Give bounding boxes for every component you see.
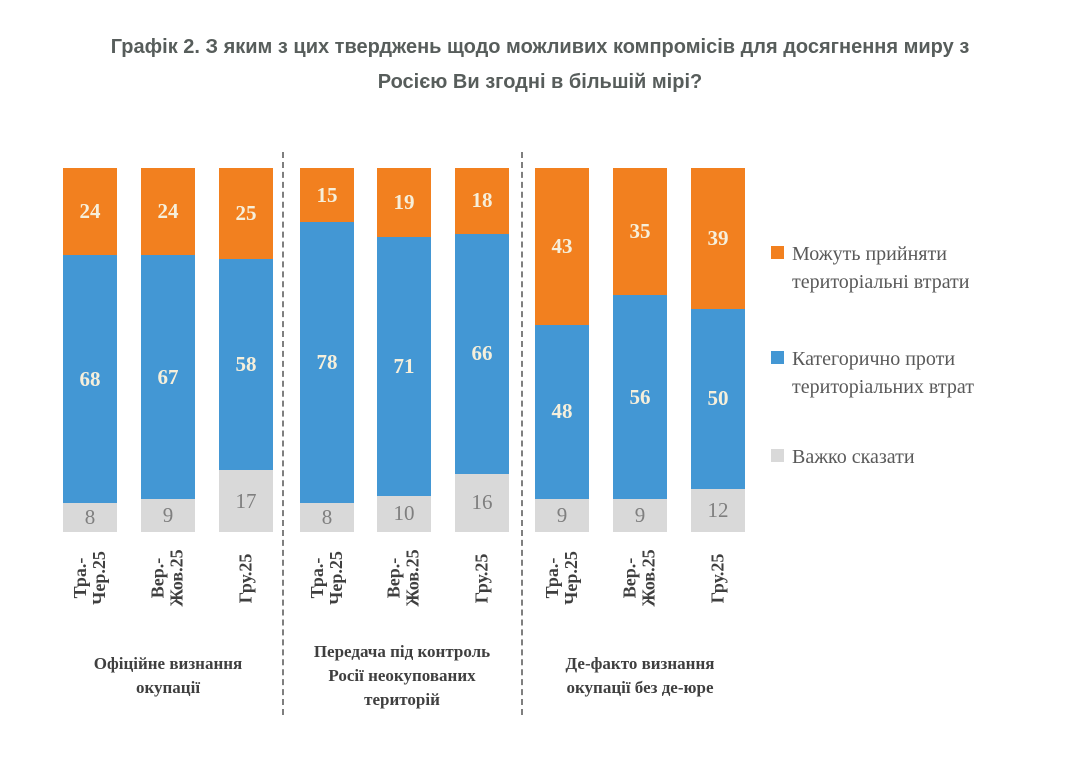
bar-segment-hard-to-say: 9 bbox=[613, 499, 667, 532]
bar-segment-accept: 18 bbox=[455, 168, 509, 234]
segment-value-label: 17 bbox=[235, 488, 257, 513]
bar-segment-accept: 24 bbox=[63, 168, 117, 256]
group-label: Передача під контроль Росії неокупованих… bbox=[313, 642, 491, 709]
bar-segment-hard-to-say: 8 bbox=[300, 503, 354, 532]
segment-value-label: 68 bbox=[79, 366, 101, 391]
bar-segment-accept: 35 bbox=[613, 168, 667, 296]
segment-value-label: 8 bbox=[321, 505, 333, 530]
segment-value-label: 9 bbox=[634, 503, 646, 528]
bar-segment-against: 50 bbox=[691, 308, 745, 489]
group-label: Офіційне визнання окупації bbox=[93, 654, 243, 697]
bar-segment-accept: 24 bbox=[141, 168, 195, 256]
bar-segment-against: 66 bbox=[455, 233, 509, 474]
legend-swatch-icon bbox=[771, 351, 784, 364]
bar-segment-hard-to-say: 9 bbox=[535, 499, 589, 532]
segment-value-label: 9 bbox=[162, 503, 174, 528]
legend-swatch-icon bbox=[771, 449, 784, 462]
segment-value-label: 24 bbox=[157, 199, 179, 224]
segment-value-label: 10 bbox=[393, 501, 415, 526]
segment-value-label: 15 bbox=[316, 182, 338, 207]
segment-value-label: 19 bbox=[393, 190, 415, 215]
segment-value-label: 24 bbox=[79, 199, 101, 224]
bar-segment-hard-to-say: 9 bbox=[141, 499, 195, 532]
bar-segment-against: 58 bbox=[219, 259, 273, 471]
segment-value-label: 12 bbox=[707, 497, 729, 522]
group-separator-line bbox=[521, 152, 523, 715]
segment-value-label: 58 bbox=[235, 352, 257, 377]
segment-value-label: 8 bbox=[84, 504, 96, 529]
bar-segment-accept: 15 bbox=[300, 168, 354, 223]
segment-value-label: 39 bbox=[707, 225, 729, 250]
legend-label: Можуть прийняти територіальні втрати bbox=[792, 243, 970, 293]
legend-label: Важко сказати bbox=[792, 446, 915, 468]
segment-value-label: 16 bbox=[471, 490, 493, 515]
legend-label: Категорично проти територіальних втрат bbox=[792, 348, 974, 398]
bar-segment-against: 78 bbox=[300, 222, 354, 504]
bar-segment-hard-to-say: 12 bbox=[691, 488, 745, 532]
segment-value-label: 18 bbox=[471, 188, 493, 213]
bar-segment-against: 68 bbox=[63, 255, 117, 503]
legend-item-accept-territorial-losses: Можуть прийняти територіальні втрати bbox=[771, 240, 1071, 296]
bar-segment-accept: 19 bbox=[377, 168, 431, 238]
bar-segment-against: 71 bbox=[377, 237, 431, 496]
group-label: Де-факто визнання окупації без де-юре bbox=[565, 654, 715, 697]
bar-segment-hard-to-say: 17 bbox=[219, 470, 273, 532]
chart-title: Графік 2. З яким з цих тверджень щодо мо… bbox=[110, 36, 970, 93]
bar-segment-against: 56 bbox=[613, 295, 667, 500]
legend-item-hard-to-say: Важко сказати bbox=[771, 443, 1071, 471]
segment-value-label: 35 bbox=[629, 219, 651, 244]
segment-value-label: 9 bbox=[556, 503, 568, 528]
bar-segment-hard-to-say: 16 bbox=[455, 473, 509, 532]
bar-segment-accept: 25 bbox=[219, 168, 273, 259]
group-separator-line bbox=[282, 152, 284, 715]
segment-value-label: 67 bbox=[157, 364, 179, 389]
segment-value-label: 56 bbox=[629, 384, 651, 409]
segment-value-label: 25 bbox=[235, 201, 257, 225]
segment-value-label: 78 bbox=[316, 350, 338, 375]
segment-value-label: 43 bbox=[551, 233, 573, 258]
legend-swatch-icon bbox=[771, 246, 784, 259]
bar-segment-accept: 43 bbox=[535, 168, 589, 325]
bar-segment-against: 67 bbox=[141, 255, 195, 500]
bar-segment-against: 48 bbox=[535, 324, 589, 500]
legend-item-against-territorial-losses: Категорично проти територіальних втрат bbox=[771, 345, 1071, 401]
segment-value-label: 50 bbox=[707, 386, 729, 411]
segment-value-label: 48 bbox=[551, 399, 573, 424]
segment-value-label: 71 bbox=[393, 353, 415, 378]
bar-segment-accept: 39 bbox=[691, 168, 745, 309]
segment-value-label: 66 bbox=[471, 341, 493, 366]
bar-segment-hard-to-say: 8 bbox=[63, 502, 117, 532]
bar-segment-hard-to-say: 10 bbox=[377, 495, 431, 532]
